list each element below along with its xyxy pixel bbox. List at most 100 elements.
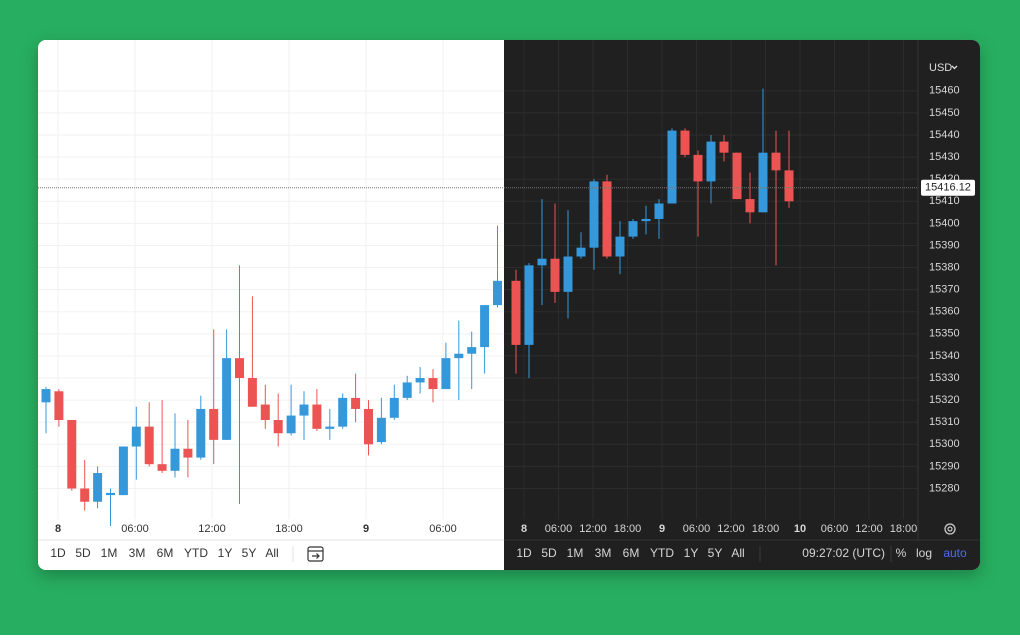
x-tick-label: 18:00 — [614, 523, 642, 535]
range-button[interactable]: 1M — [567, 546, 584, 560]
candle-body — [480, 305, 490, 348]
price-label: 15416.12 — [925, 182, 971, 194]
x-tick-label: 9 — [363, 523, 369, 535]
candle-body — [106, 492, 115, 496]
settings-icon[interactable] — [944, 523, 956, 535]
candle-body — [93, 473, 103, 502]
candle-body — [402, 382, 412, 398]
candle-body — [299, 404, 309, 416]
x-tick-label: 12:00 — [855, 523, 883, 535]
range-button[interactable]: 1Y — [218, 546, 233, 560]
candle-body — [260, 404, 270, 420]
candle-body — [589, 181, 599, 248]
y-tick-label: 15360 — [929, 306, 960, 318]
candle-body — [719, 141, 729, 153]
candle-body — [680, 130, 690, 155]
y-tick-label: 15330 — [929, 372, 960, 384]
candle-body — [54, 391, 64, 420]
range-button[interactable]: 6M — [157, 546, 174, 560]
range-button[interactable]: 5Y — [708, 546, 723, 560]
candle-body — [209, 408, 219, 440]
icon-part — [307, 546, 324, 562]
x-tick-label: 10 — [794, 523, 806, 535]
x-tick-label: 06:00 — [821, 523, 849, 535]
candle-body — [758, 152, 768, 213]
scale-button[interactable]: log — [916, 546, 932, 560]
candle-body — [131, 426, 141, 447]
x-tick-label: 06:00 — [121, 523, 149, 535]
y-tick-label: 15390 — [929, 239, 960, 251]
candle-body — [235, 358, 244, 379]
candle-body — [170, 448, 180, 471]
candle-body — [602, 181, 612, 257]
x-tick-label: 9 — [659, 523, 665, 535]
x-tick-label: 06:00 — [545, 523, 573, 535]
y-tick-label: 15350 — [929, 328, 960, 340]
candle-body — [771, 152, 781, 171]
price-label-box — [921, 179, 975, 196]
y-tick-label: 15380 — [929, 261, 960, 273]
go-to-date-icon[interactable] — [307, 546, 324, 562]
range-button[interactable]: 5D — [75, 546, 91, 560]
y-tick-label: 15280 — [929, 482, 960, 494]
y-tick-label: 15290 — [929, 460, 960, 472]
range-button[interactable]: 5D — [541, 546, 557, 560]
candle-body — [41, 389, 51, 403]
range-button[interactable]: 3M — [129, 546, 146, 560]
x-tick-label: 12:00 — [579, 523, 607, 535]
range-button[interactable]: 1Y — [684, 546, 699, 560]
card-content: 8 06:00 12:00 18:00 9 06:00 1D 5D 1M 3M 6M YTD 1Y 5Y A… — [38, 40, 980, 570]
candle-body — [273, 420, 283, 434]
candle-body — [641, 218, 651, 222]
x-tick-label: 18:00 — [890, 523, 918, 535]
candle-body — [157, 464, 167, 471]
x-tick-label: 18:00 — [752, 523, 780, 535]
y-tick-label: 15300 — [929, 438, 960, 450]
x-tick-label: 18:00 — [275, 523, 303, 535]
y-tick-label: 15430 — [929, 151, 960, 163]
y-tick-label: 15460 — [929, 85, 960, 97]
range-button[interactable]: All — [265, 546, 278, 560]
range-button[interactable]: 1D — [50, 546, 66, 560]
candle-body — [80, 488, 90, 502]
range-button[interactable]: YTD — [650, 546, 674, 560]
x-tick-label: 06:00 — [683, 523, 711, 535]
candle-body — [222, 358, 232, 440]
candle-body — [745, 199, 755, 213]
chart-background — [38, 40, 504, 570]
range-button[interactable]: YTD — [184, 546, 208, 560]
candle-body — [667, 130, 677, 204]
scale-button[interactable]: auto — [943, 546, 967, 560]
range-button[interactable]: 3M — [595, 546, 612, 560]
candle-body — [550, 258, 560, 292]
range-button[interactable]: All — [731, 546, 744, 560]
icon-part — [312, 553, 320, 559]
candle-body — [415, 378, 425, 383]
candle-body — [183, 448, 193, 458]
scale-button[interactable]: % — [896, 546, 907, 560]
candle-body — [454, 353, 464, 359]
range-button[interactable]: 5Y — [242, 546, 257, 560]
range-button[interactable]: 1D — [516, 546, 532, 560]
x-tick-label: 12:00 — [717, 523, 745, 535]
candle-body — [196, 408, 206, 458]
candle-body — [628, 221, 638, 237]
x-tick-label: 12:00 — [198, 523, 226, 535]
candle-body — [563, 256, 573, 292]
candle-body — [286, 415, 296, 434]
y-tick-label: 15370 — [929, 284, 960, 296]
candle-body — [325, 426, 335, 429]
currency-selector[interactable]: USD — [929, 62, 952, 74]
candle-body — [576, 247, 586, 257]
candle-body — [376, 417, 386, 443]
candle-body — [118, 446, 128, 496]
y-tick-label: 15440 — [929, 129, 960, 141]
candle-body — [351, 397, 361, 409]
range-button[interactable]: 1M — [101, 546, 118, 560]
y-tick-label: 15410 — [929, 195, 960, 207]
range-button[interactable]: 6M — [623, 546, 640, 560]
x-tick-label: 06:00 — [429, 523, 457, 535]
candle-body — [524, 265, 534, 345]
icon-part — [944, 523, 956, 535]
